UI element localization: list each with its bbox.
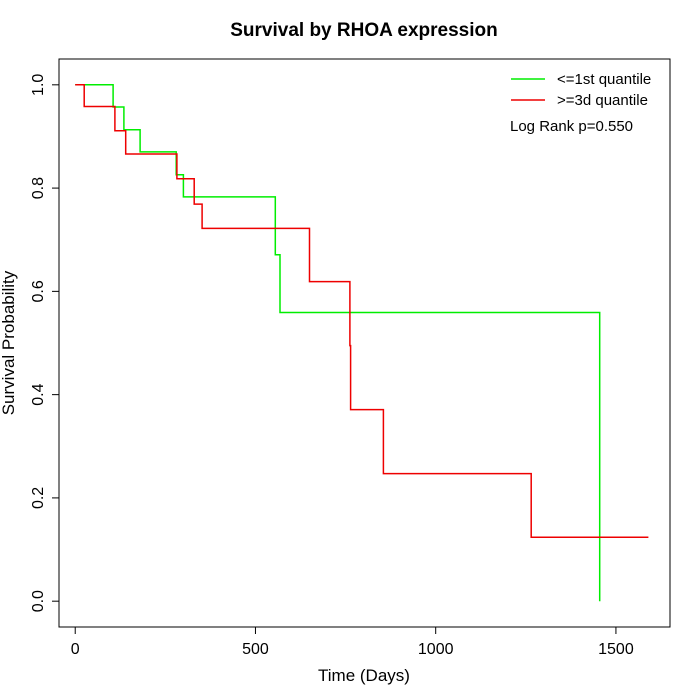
series-layer (75, 84, 649, 602)
survival-curve-low (75, 84, 601, 602)
x-axis-label: Time (Days) (318, 666, 410, 685)
legend: <=1st quantile >=3d quantile (511, 71, 651, 109)
x-axis: 0 500 1000 1500 (71, 626, 634, 658)
survival-curve-high (75, 84, 649, 538)
y-tick-label: 0.4 (30, 383, 47, 405)
y-tick-label: 0.0 (30, 590, 47, 612)
x-tick-label: 1500 (598, 641, 634, 658)
y-tick-label: 1.0 (30, 74, 47, 96)
chart-title: Survival by RHOA expression (230, 20, 498, 41)
y-tick-label: 0.2 (30, 487, 47, 509)
x-tick-label: 500 (242, 641, 269, 658)
x-tick-label: 1000 (418, 641, 454, 658)
log-rank-annotation: Log Rank p=0.550 (510, 118, 633, 135)
y-tick-label: 0.6 (30, 280, 47, 302)
plot-frame (58, 58, 671, 628)
legend-label-high: >=3d quantile (557, 92, 648, 109)
y-axis-label: Survival Probability (0, 270, 18, 415)
x-tick-label: 0 (71, 641, 80, 658)
y-axis: 0.0 0.2 0.4 0.6 0.8 1.0 (30, 74, 60, 612)
legend-label-low: <=1st quantile (557, 71, 651, 88)
y-tick-label: 0.8 (30, 177, 47, 199)
